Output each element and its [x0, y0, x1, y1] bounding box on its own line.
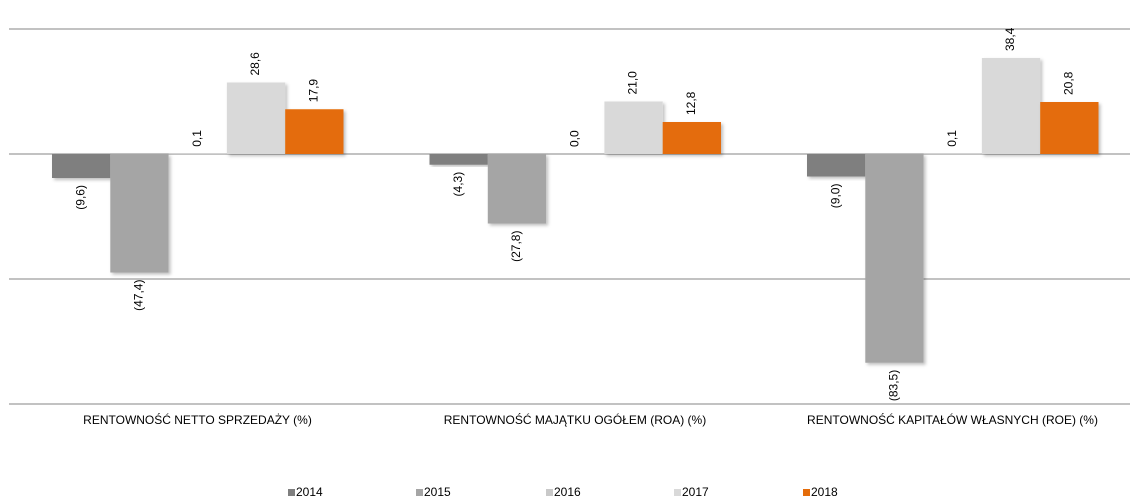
- bar: [807, 154, 866, 177]
- bar: [110, 154, 169, 273]
- legend-label: 2018: [811, 485, 838, 499]
- legend-swatch: [803, 489, 810, 496]
- value-label: 21,0: [626, 71, 640, 95]
- bar: [52, 154, 111, 178]
- bar: [981, 58, 1041, 154]
- bar: [285, 109, 344, 154]
- value-label: 38,4: [1003, 27, 1017, 51]
- legend-label: 2014: [296, 485, 323, 499]
- value-label: 20,8: [1062, 71, 1076, 95]
- bar: [604, 101, 663, 154]
- value-label: (47,4): [132, 280, 146, 311]
- value-label: (4,3): [451, 172, 465, 197]
- bar: [865, 154, 924, 363]
- legend-swatch: [288, 489, 295, 496]
- x-tick-label: RENTOWNOŚĆ MAJĄTKU OGÓŁEM (ROA) (%): [443, 413, 707, 427]
- legend-swatch: [546, 489, 553, 496]
- value-label: 0,1: [190, 130, 204, 147]
- value-label: 0,0: [567, 130, 581, 147]
- value-label: (9,0): [828, 184, 842, 209]
- bar: [487, 154, 547, 224]
- value-label: 12,8: [684, 91, 698, 115]
- legend-swatch: [416, 489, 423, 496]
- bar: [662, 122, 721, 154]
- value-label: (27,8): [509, 231, 523, 262]
- bar: [429, 154, 488, 165]
- value-label: 0,1: [945, 130, 959, 147]
- x-tick-label: RENTOWNOŚĆ KAPITAŁÓW WŁASNYCH (ROE) (%): [807, 413, 1098, 427]
- value-label: (83,5): [887, 370, 901, 401]
- value-label: 28,6: [248, 52, 262, 76]
- value-label: 17,9: [307, 79, 321, 103]
- value-label: (9,6): [73, 185, 87, 210]
- legend-swatch: [674, 489, 681, 496]
- x-tick-label: RENTOWNOŚĆ NETTO SPRZEDAŻY (%): [83, 413, 312, 427]
- legend-label: 2015: [424, 485, 451, 499]
- legend-label: 2016: [554, 485, 581, 499]
- bar: [226, 82, 286, 154]
- bar: [1040, 102, 1099, 154]
- legend-label: 2017: [682, 485, 709, 499]
